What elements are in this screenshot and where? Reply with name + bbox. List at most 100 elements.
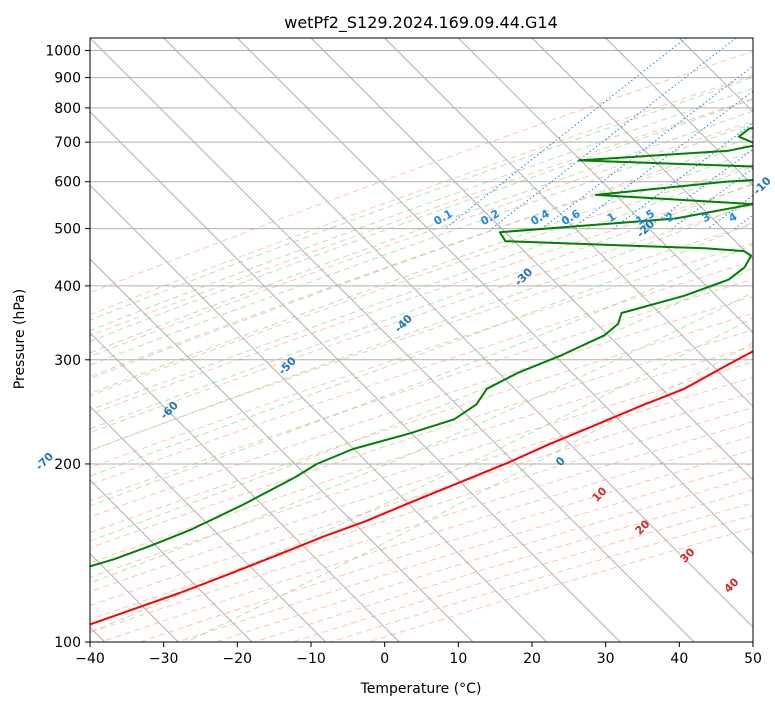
isotherm-line [752, 38, 753, 39]
y-tick-label: 100 [54, 635, 81, 651]
isotherm-line [605, 38, 753, 187]
x-axis-label: Temperature (°C) [360, 681, 482, 697]
moist-adiabat [90, 267, 753, 542]
axis-ticks: −40 −30 −20 −10 0 10 20 30 40 50 100 200 300 400 500 60… [45, 44, 762, 667]
isotherm-label: 40 [722, 575, 742, 595]
isoline-labels: -100-90-80-70-60-50-40-30-20-10010203040… [33, 174, 774, 596]
moist-adiabat [90, 165, 753, 411]
moist-adiabat [90, 243, 753, 507]
moist-adiabat [90, 110, 753, 354]
y-tick-label: 900 [54, 71, 81, 87]
mixing-ratio-line [671, 167, 753, 229]
y-tick-label: 1000 [45, 44, 81, 60]
mixing-ratio-label: 2 [663, 210, 676, 225]
dry-adiabat [292, 502, 753, 642]
y-tick-label: 700 [54, 135, 81, 151]
moist-adiabat [90, 98, 753, 342]
moist-adiabat [90, 122, 753, 366]
moist-adiabat [90, 76, 753, 321]
dewpoint-profile [90, 127, 753, 568]
dry-adiabat [177, 462, 753, 642]
dry-adiabat [368, 527, 753, 642]
y-tick-label: 800 [54, 101, 81, 117]
isotherm-line [90, 405, 327, 642]
mixing-ratio-label: 0.6 [559, 207, 583, 228]
dry-adiabat [90, 204, 753, 434]
dry-adiabat [90, 391, 753, 607]
isotherm-line [90, 331, 400, 642]
dry-adiabat [101, 435, 753, 642]
x-tick-label: −20 [223, 651, 253, 667]
isotherm-line [90, 479, 253, 642]
isotherm-line [457, 38, 753, 334]
x-tick-label: 40 [670, 651, 688, 667]
y-axis-label: Pressure (hPa) [12, 289, 28, 389]
temperature-profile [90, 350, 753, 626]
isotherm-label: -40 [392, 312, 415, 335]
moist-adiabat [90, 87, 753, 332]
y-tick-label: 300 [54, 353, 81, 369]
y-tick-label: 200 [54, 457, 81, 473]
chart-title: wetPf2_S129.2024.169.09.44.G14 [284, 13, 558, 33]
dry-adiabat [90, 242, 753, 469]
isotherm-line [531, 38, 753, 260]
isotherm-line [90, 258, 474, 642]
dry-adiabat [90, 345, 753, 564]
dry-adiabat [330, 514, 753, 642]
isotherm-label: -10 [751, 174, 774, 197]
mixing-ratio-line [572, 90, 753, 229]
dry-adiabat [90, 361, 753, 578]
dry-adiabat [139, 449, 753, 642]
isotherm-line [90, 184, 548, 642]
isotherm-line [236, 38, 753, 555]
x-tick-label: −40 [75, 651, 105, 667]
dry-adiabat [90, 376, 753, 593]
isotherm-line [384, 38, 753, 408]
moist-adiabat [90, 221, 753, 477]
moist-adiabat [90, 201, 753, 452]
moist-adiabat [90, 182, 753, 430]
dry-adiabat [90, 295, 753, 518]
moist-adiabat [90, 135, 753, 380]
mixing-ratio-label: 0.1 [431, 207, 454, 228]
dry-adiabat [90, 329, 753, 549]
dry-adiabat [215, 476, 753, 642]
isotherm-label: -70 [33, 450, 56, 473]
x-tick-label: 10 [449, 651, 467, 667]
x-tick-label: 0 [380, 651, 389, 667]
isotherm-line [310, 38, 753, 481]
x-tick-label: 20 [523, 651, 541, 667]
isotherm-label: 20 [633, 517, 653, 537]
isotherm-line [90, 38, 695, 642]
x-tick-label: 30 [597, 651, 615, 667]
dry-adiabat [90, 50, 753, 294]
plot-frame [89, 37, 754, 643]
mixing-ratio-label: 4 [726, 210, 739, 225]
mixing-ratio-line [541, 65, 753, 229]
dry-adiabat [254, 489, 753, 642]
moist-adiabat [90, 291, 753, 584]
data-series [90, 127, 753, 626]
dry-adiabat [90, 223, 753, 451]
dry-adiabat [90, 312, 753, 534]
mixing-ratio-line [734, 214, 753, 230]
y-tick-label: 400 [54, 279, 81, 295]
y-tick-label: 600 [54, 175, 81, 191]
dry-adiabat [90, 120, 753, 357]
x-tick-label: 50 [744, 651, 762, 667]
dry-adiabat [90, 278, 753, 502]
isotherm-line [90, 110, 621, 642]
dry-adiabat [90, 74, 753, 316]
dry-adiabat [90, 260, 753, 486]
moist-adiabat [185, 342, 753, 642]
background-lines [90, 38, 753, 642]
x-tick-label: −10 [296, 651, 326, 667]
x-tick-label: −30 [149, 651, 179, 667]
isotherm-line [163, 38, 753, 629]
dry-adiabat [90, 142, 753, 377]
isotherm-label: -30 [512, 265, 535, 288]
y-tick-label: 500 [54, 222, 81, 238]
mixing-ratio-line [444, 38, 687, 229]
dry-adiabat [90, 163, 753, 397]
dry-adiabat [90, 184, 753, 415]
